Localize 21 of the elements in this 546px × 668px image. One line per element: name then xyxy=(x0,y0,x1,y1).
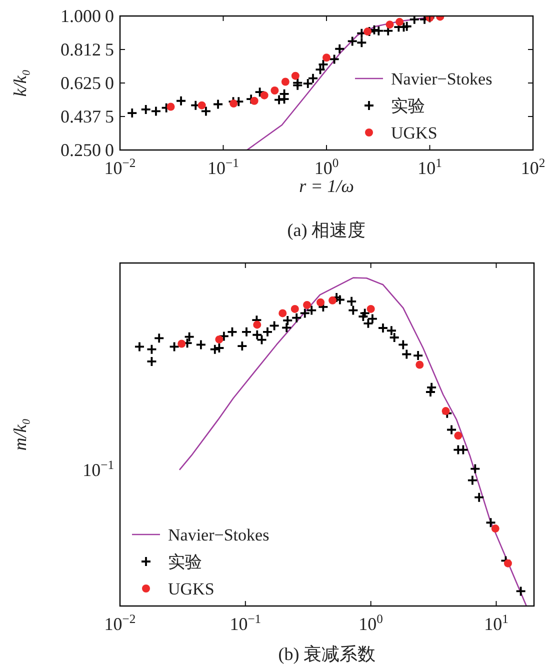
x-tick-label: 10$^{2}$ xyxy=(520,156,546,178)
x-tick-label: 10$^{0}$ xyxy=(314,156,339,178)
x-axis-title: r = 1/ω xyxy=(299,176,354,196)
x-tick-label: 10$^{−1}$ xyxy=(230,612,262,634)
x-tick-label: 10$^{−2}$ xyxy=(104,156,136,178)
text: 10$^{−1}$ xyxy=(82,458,114,480)
legend-label: Navier−Stokes xyxy=(391,70,492,88)
legend-label: Navier−Stokes xyxy=(168,526,270,544)
x-tick-label: 10$^{−1}$ xyxy=(208,156,239,178)
text: (a) 相速度 xyxy=(287,220,366,240)
x-tick-label: 10$^{1}$ xyxy=(418,156,442,178)
x-tick-label: 10$^{−2}$ xyxy=(104,612,136,634)
legend-label: UGKS xyxy=(168,580,214,598)
x-tick-label: 10$^{0}$ xyxy=(358,612,383,634)
legend-label: UGKS xyxy=(391,124,438,142)
y-axis-title: m/k₀ xyxy=(10,418,30,451)
x-tick-label: 10$^{1}$ xyxy=(484,612,508,634)
y-axis-title: k/k₀ xyxy=(10,69,30,97)
text: (b) 衰减系数 xyxy=(278,644,376,664)
legend-label: 实验 xyxy=(391,96,425,116)
legend-label: 实验 xyxy=(168,552,202,572)
